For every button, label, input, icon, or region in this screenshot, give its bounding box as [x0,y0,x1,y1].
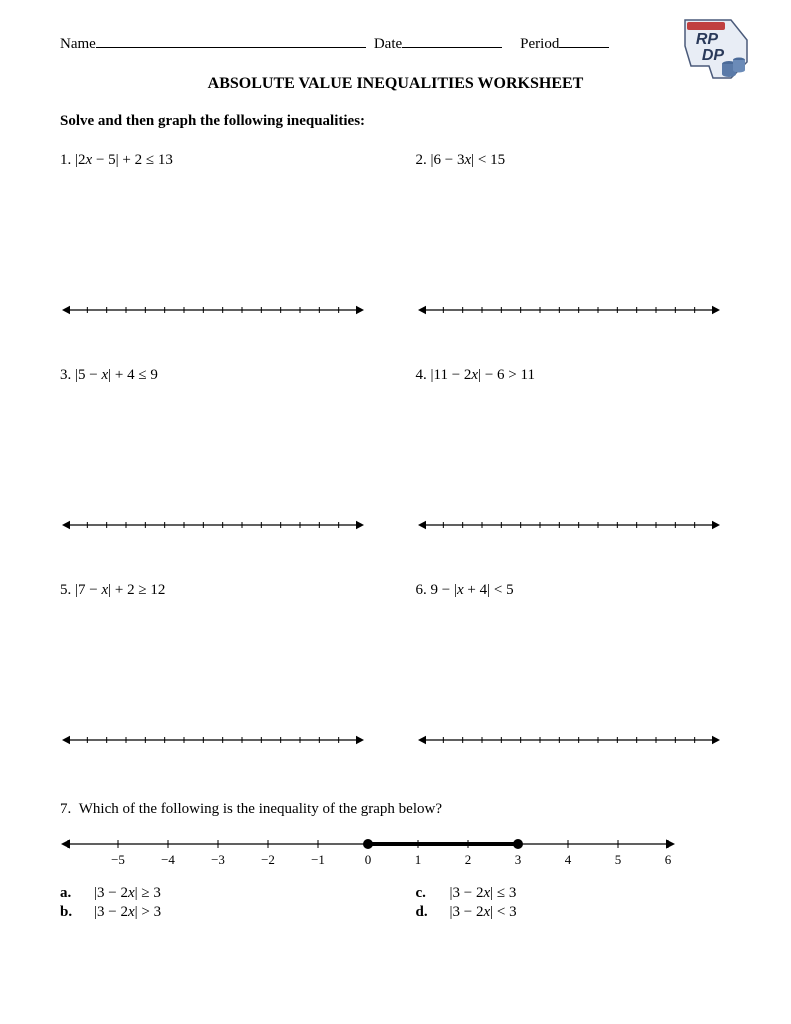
svg-text:−2: −2 [261,852,275,867]
choice-a: a.|3 − 2x| ≥ 3 [60,885,376,902]
svg-text:1: 1 [415,852,422,867]
period-underline [559,34,609,48]
instruction-text: Solve and then graph the following inequ… [60,113,731,130]
svg-text:−5: −5 [111,852,125,867]
name-label: Name [60,36,96,53]
problem-number: 5. [60,582,71,598]
problem-6: 6. 9 − |x + 4| < 5 [416,582,732,797]
problem-2: 2. |6 − 3x| < 15 [416,152,732,367]
svg-text:3: 3 [515,852,522,867]
problem-5: 5. |7 − x| + 2 ≥ 12 [60,582,376,797]
problem-4: 4. |11 − 2x| − 6 > 11 [416,367,732,582]
problem-expr: |6 − 3x| < 15 [431,152,506,168]
numberline-blank [416,732,732,757]
rpdp-logo: RP DP [681,18,751,80]
problem-expr: 9 − |x + 4| < 5 [431,582,514,598]
problem-number: 1. [60,152,71,168]
numberline-blank [60,732,376,757]
name-underline [96,34,366,48]
choice-b: b.|3 − 2x| > 3 [60,904,376,921]
svg-text:5: 5 [615,852,622,867]
svg-text:DP: DP [702,47,725,64]
q7-question-text: Which of the following is the inequality… [79,801,442,817]
svg-text:4: 4 [565,852,572,867]
problem-number: 6. [416,582,427,598]
problem-number: 3. [60,367,71,383]
problem-1: 1. |2x − 5| + 2 ≤ 13 [60,152,376,367]
problem-number: 4. [416,367,427,383]
problem-number: 2. [416,152,427,168]
choice-c: c.|3 − 2x| ≤ 3 [416,885,732,902]
header-fields: Name Date Period [60,34,731,53]
date-underline [402,34,502,48]
date-label: Date [374,36,402,53]
problem-expr: |5 − x| + 4 ≤ 9 [75,367,158,383]
svg-text:−1: −1 [311,852,325,867]
q7-choices: a.|3 − 2x| ≥ 3 b.|3 − 2x| > 3 c.|3 − 2x|… [60,885,731,923]
choice-d: d.|3 − 2x| < 3 [416,904,732,921]
svg-text:6: 6 [665,852,672,867]
svg-text:RP: RP [696,31,719,48]
numberline-blank [60,517,376,542]
period-label: Period [520,36,559,53]
worksheet-title: ABSOLUTE VALUE INEQUALITIES WORKSHEET [60,75,731,93]
svg-text:−4: −4 [161,852,175,867]
numberline-blank [416,302,732,327]
problem-3: 3. |5 − x| + 4 ≤ 9 [60,367,376,582]
numberline-blank [60,302,376,327]
svg-text:0: 0 [365,852,372,867]
problem-7: 7. Which of the following is the inequal… [60,801,731,923]
problem-expr: |2x − 5| + 2 ≤ 13 [75,152,173,168]
problems-grid: 1. |2x − 5| + 2 ≤ 13 2. |6 − 3x| < 15 3.… [60,152,731,797]
problem-expr: |7 − x| + 2 ≥ 12 [75,582,165,598]
svg-text:−3: −3 [211,852,225,867]
numberline-blank [416,517,732,542]
problem-number: 7. [60,801,71,817]
svg-text:2: 2 [465,852,472,867]
q7-numberline: −5 −4 −3 −2 −1 0 1 2 3 4 5 6 [60,830,731,875]
problem-expr: |11 − 2x| − 6 > 11 [431,367,535,383]
